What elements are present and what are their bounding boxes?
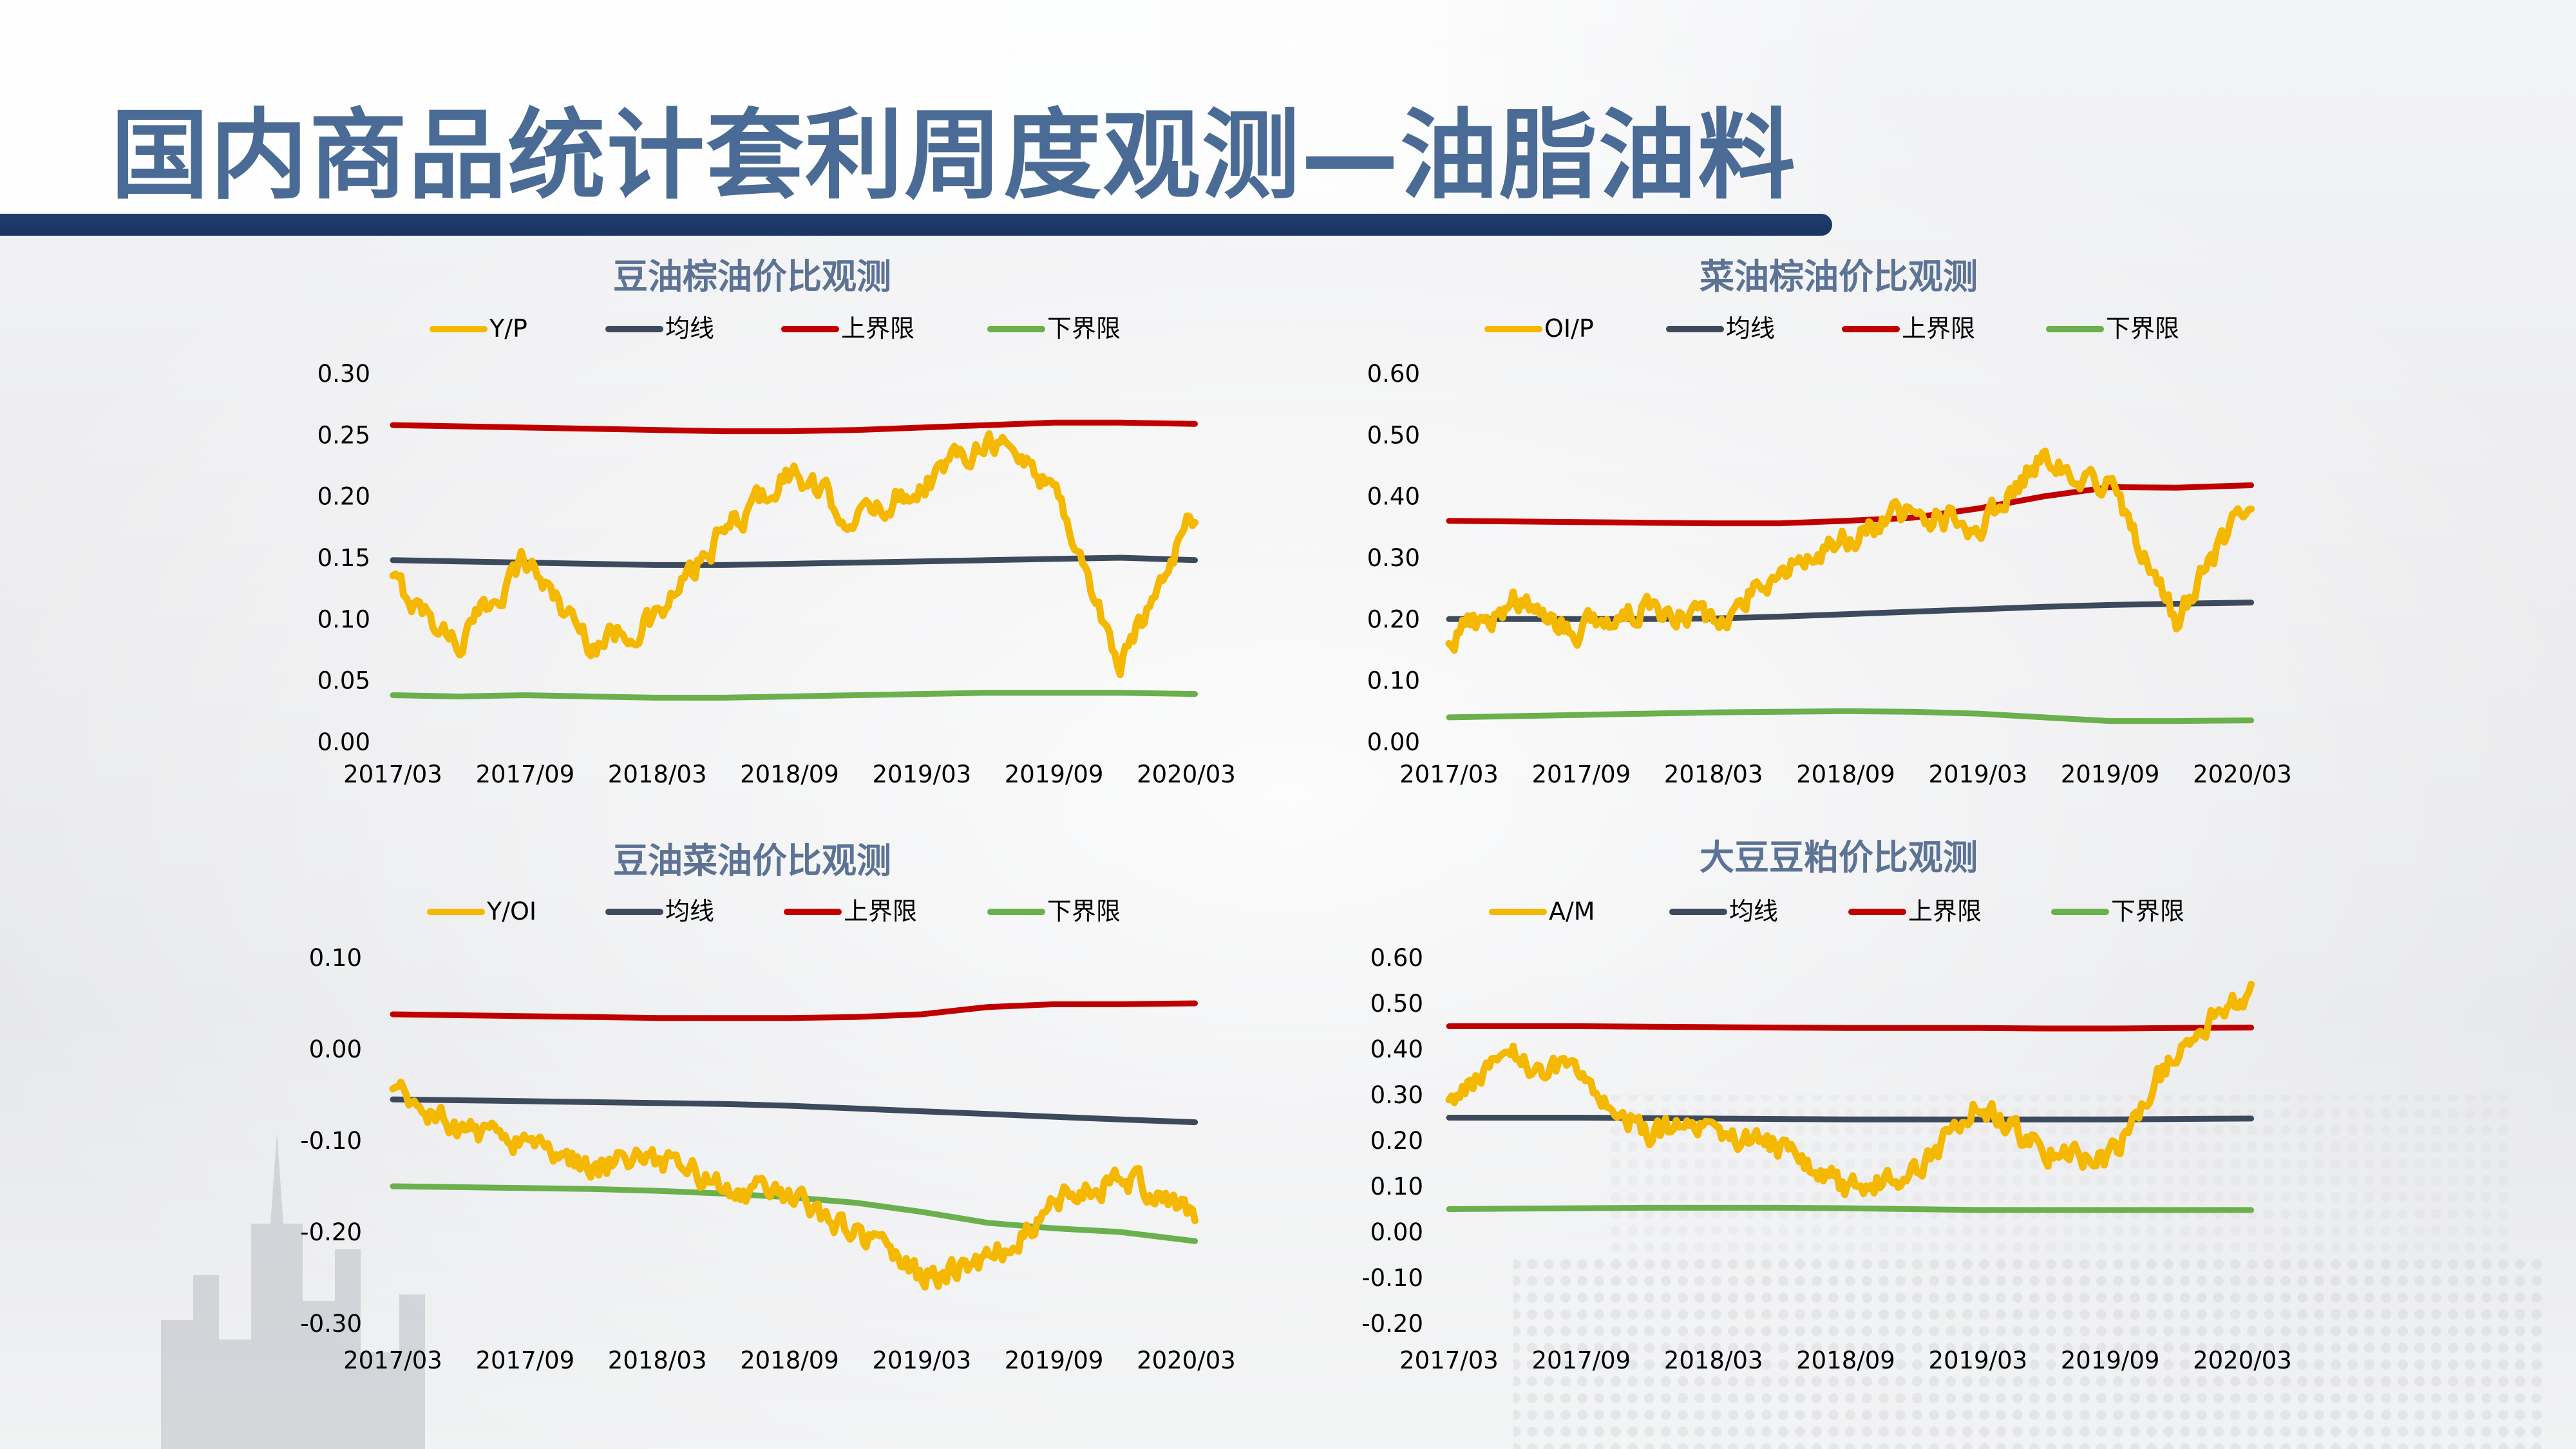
x-tick-label: 2017/09	[1531, 1347, 1631, 1374]
x-tick-label: 2019/09	[2061, 761, 2160, 788]
y-tick-label: 0.10	[1370, 1173, 1423, 1200]
y-tick-label: 0.10	[309, 944, 362, 972]
x-tick-label: 2017/09	[1531, 761, 1631, 788]
series-line-ratio	[389, 1078, 1199, 1291]
y-tick-label: 0.15	[317, 544, 370, 572]
page-title: 国内商品统计套利周度观测—油脂油料	[111, 99, 1797, 213]
series-line-upper	[390, 1000, 1198, 1021]
legend-label-mean: 均线	[1726, 314, 1775, 343]
title-band	[0, 0, 1906, 213]
x-tick-label: 2017/03	[343, 761, 442, 788]
y-tick-label: 0.10	[1367, 667, 1420, 695]
x-tick-label: 2018/03	[608, 761, 707, 788]
y-tick-label: 0.30	[1367, 544, 1420, 572]
legend-label-lower: 下界限	[2111, 897, 2184, 925]
x-tick-label: 2019/03	[1928, 1347, 2027, 1374]
x-tick-label: 2019/03	[872, 761, 971, 788]
y-tick-label: 0.60	[1367, 360, 1420, 388]
title-underline-bar	[0, 214, 1832, 236]
x-tick-label: 2018/09	[1796, 761, 1895, 788]
x-tick-label: 2018/09	[740, 1347, 839, 1374]
x-tick-label: 2020/03	[2193, 761, 2292, 788]
legend-label-lower: 下界限	[1047, 314, 1121, 343]
y-tick-label: 0.30	[1370, 1081, 1423, 1109]
x-tick-label: 2018/09	[1796, 1347, 1895, 1374]
y-tick-label: 0.05	[317, 667, 370, 695]
x-tick-label: 2019/09	[2061, 1347, 2160, 1374]
x-tick-label: 2017/09	[475, 761, 574, 788]
y-tick-label: 0.00	[309, 1036, 362, 1063]
x-tick-label: 2017/03	[1399, 761, 1499, 788]
y-tick-label: 0.00	[1367, 728, 1420, 756]
x-tick-label: 2020/03	[1137, 761, 1236, 788]
series-line-ratio	[1445, 980, 2255, 1198]
x-tick-label: 2020/03	[1137, 1347, 1236, 1374]
legend-label-upper: 上界限	[1902, 314, 1975, 343]
x-tick-label: 2018/03	[608, 1347, 707, 1374]
y-tick-label: 0.20	[317, 483, 370, 511]
legend-label-ratio: A/M	[1549, 897, 1595, 925]
y-tick-label: 0.60	[1370, 944, 1423, 972]
x-tick-label: 2018/03	[1664, 761, 1763, 788]
y-tick-label: 0.00	[317, 728, 370, 756]
chart-title: 豆油棕油价比观测	[613, 256, 891, 297]
y-tick-label: 0.00	[1370, 1218, 1423, 1246]
legend-label-upper: 上界限	[844, 897, 917, 925]
x-tick-label: 2019/03	[1928, 761, 2027, 788]
legend-label-upper: 上界限	[1908, 897, 1982, 925]
legend-label-mean: 均线	[665, 314, 714, 343]
x-tick-label: 2019/09	[1005, 1347, 1104, 1374]
y-tick-label: 0.20	[1370, 1127, 1423, 1155]
x-tick-label: 2018/03	[1664, 1347, 1763, 1374]
x-tick-label: 2017/03	[1399, 1347, 1499, 1374]
y-tick-label: -0.20	[1361, 1310, 1423, 1338]
legend-label-upper: 上界限	[841, 314, 914, 343]
series-line-mean	[1446, 1115, 2255, 1122]
series-line-ratio	[389, 430, 1199, 679]
chart-title: 豆油菜油价比观测	[613, 840, 891, 881]
x-tick-label: 2019/09	[1005, 761, 1104, 788]
y-tick-label: 0.40	[1370, 1036, 1423, 1063]
y-tick-label: 0.20	[1367, 605, 1420, 633]
series-line-lower	[1446, 1204, 2255, 1213]
x-tick-label: 2019/03	[872, 1347, 971, 1374]
legend-label-mean: 均线	[665, 897, 714, 925]
y-tick-label: 0.10	[317, 605, 370, 633]
legend-label-mean: 均线	[1729, 897, 1778, 925]
y-tick-label: -0.20	[300, 1218, 362, 1246]
chart-title: 大豆豆粕价比观测	[1700, 837, 1978, 878]
y-tick-label: 0.50	[1370, 990, 1423, 1018]
y-tick-label: -0.10	[1361, 1264, 1423, 1292]
series-line-lower	[390, 690, 1198, 701]
legend-label-lower: 下界限	[2106, 314, 2179, 343]
y-tick-label: -0.10	[300, 1127, 362, 1155]
y-tick-label: 0.30	[317, 360, 370, 388]
series-line-upper	[390, 419, 1198, 435]
legend-label-ratio: Y/OI	[486, 897, 536, 925]
legend-label-ratio: Y/P	[489, 314, 527, 343]
y-tick-label: 0.25	[317, 421, 370, 449]
legend-label-lower: 下界限	[1047, 897, 1121, 925]
series-line-ratio	[1445, 448, 2255, 654]
series-line-mean	[390, 1096, 1198, 1126]
x-tick-label: 2018/09	[740, 761, 839, 788]
x-tick-label: 2017/09	[475, 1347, 574, 1374]
x-tick-label: 2017/03	[343, 1347, 442, 1374]
series-line-lower	[1446, 708, 2255, 724]
series-line-upper	[1446, 1023, 2255, 1032]
x-tick-label: 2020/03	[2193, 1347, 2292, 1374]
y-tick-label: -0.30	[300, 1310, 362, 1338]
legend-label-ratio: OI/P	[1544, 314, 1594, 343]
y-tick-label: 0.50	[1367, 421, 1420, 449]
y-tick-label: 0.40	[1367, 483, 1420, 511]
chart-title: 菜油棕油价比观测	[1700, 256, 1978, 297]
series-line-upper	[1446, 482, 2255, 527]
